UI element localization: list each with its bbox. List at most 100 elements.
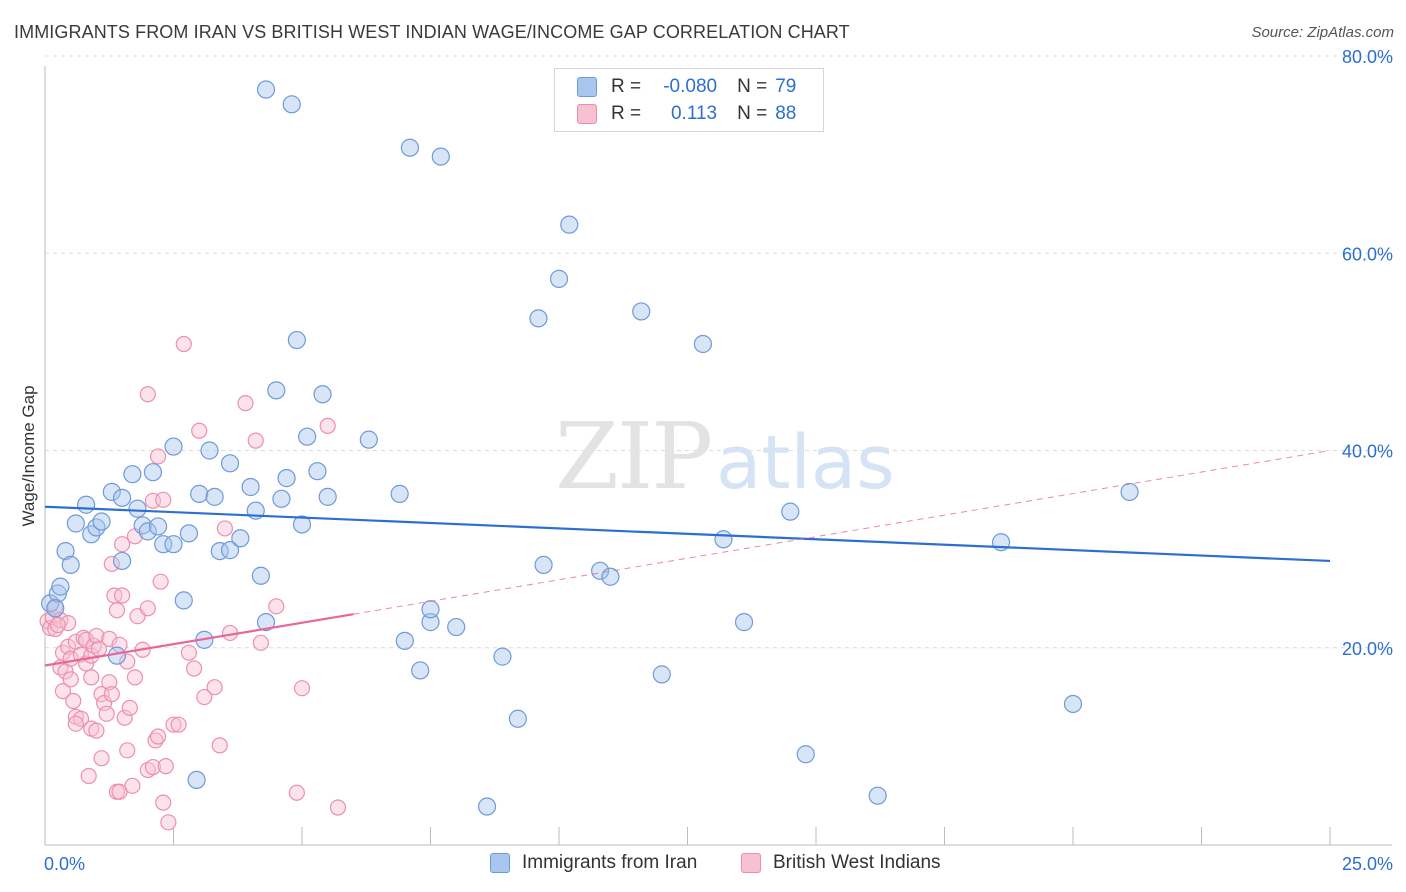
data-point	[133, 516, 152, 535]
legend-row-bwi: R = 0.113 N = 88	[577, 101, 796, 127]
tick-labels: 20.0% 40.0% 60.0% 80.0% 0.0% 25.0%	[44, 47, 1393, 874]
legend-item-bwi[interactable]: British West Indians	[741, 852, 941, 874]
data-point	[220, 454, 240, 473]
source-label: Source: ZipAtlas.com	[1251, 24, 1394, 41]
legend-r-value: 0.113	[670, 103, 718, 124]
watermark-zip: ZIP	[555, 403, 711, 510]
data-point	[80, 767, 97, 785]
series-immigrants-from-iran	[41, 80, 1139, 816]
data-point	[112, 551, 132, 571]
legend-swatch-blue	[490, 853, 510, 873]
data-point	[123, 465, 142, 484]
data-point	[48, 584, 67, 603]
data-point	[272, 489, 291, 508]
data-point	[693, 334, 713, 354]
data-point	[56, 541, 75, 561]
data-point	[256, 613, 276, 632]
data-point	[155, 794, 172, 811]
legend-swatch-pink	[577, 104, 597, 124]
data-point	[119, 653, 136, 670]
watermark-atlas: atlas	[716, 420, 895, 506]
data-point	[92, 512, 111, 531]
legend-series-name: Immigrants from Iran	[522, 852, 698, 873]
data-point	[139, 386, 156, 403]
data-point	[200, 441, 219, 460]
legend-r-label: R =	[611, 103, 642, 124]
data-point	[293, 680, 311, 697]
data-point	[103, 686, 120, 703]
data-point	[652, 665, 671, 684]
data-point	[149, 728, 167, 745]
data-point	[103, 555, 120, 573]
data-point	[154, 535, 173, 554]
data-point	[1120, 482, 1139, 502]
data-point	[237, 395, 254, 412]
data-point	[308, 462, 327, 481]
data-point	[190, 484, 209, 503]
data-point	[591, 561, 610, 580]
data-point	[268, 598, 285, 615]
data-point	[560, 215, 579, 234]
data-point	[49, 616, 66, 634]
data-point	[165, 716, 182, 733]
data-point	[277, 469, 296, 488]
data-point	[241, 477, 260, 497]
data-point	[601, 567, 620, 586]
data-point	[534, 555, 553, 575]
data-point	[287, 330, 306, 350]
data-point	[292, 515, 312, 534]
data-point	[231, 529, 250, 548]
data-point	[155, 491, 172, 508]
gridlines	[45, 55, 1392, 649]
legend-item-iran[interactable]: Immigrants from Iran	[490, 852, 697, 874]
data-point	[298, 427, 317, 446]
data-point	[67, 715, 84, 732]
data-point	[421, 613, 440, 632]
data-point	[267, 381, 286, 400]
data-point	[60, 614, 77, 632]
data-point	[211, 737, 228, 754]
data-point	[51, 577, 70, 596]
data-point	[113, 587, 131, 604]
data-point	[180, 644, 198, 661]
y-tick-label: 20.0%	[1342, 639, 1393, 659]
data-point	[216, 520, 233, 537]
stats-legend: R = -0.080 N = 79 R = 0.113 N = 88	[554, 68, 824, 132]
data-point	[98, 705, 115, 722]
data-point	[796, 745, 815, 764]
data-point	[329, 799, 347, 816]
data-point	[714, 530, 733, 549]
data-point	[781, 502, 800, 521]
legend-swatch-blue	[577, 77, 597, 97]
data-point	[61, 555, 80, 575]
data-point	[549, 269, 569, 288]
data-point	[152, 573, 169, 590]
legend-series-name: British West Indians	[773, 852, 941, 873]
data-point	[87, 518, 106, 537]
data-point	[83, 669, 100, 686]
data-point	[400, 138, 420, 157]
trend-line-iran	[44, 505, 1331, 563]
data-point	[116, 709, 133, 726]
data-point	[128, 499, 147, 518]
data-point	[65, 692, 82, 710]
x-tick-label: 25.0%	[1342, 854, 1393, 874]
data-point	[149, 448, 167, 465]
data-point	[121, 699, 138, 717]
data-point	[529, 309, 548, 328]
data-point	[431, 147, 450, 166]
data-point	[395, 631, 414, 650]
data-point	[85, 637, 102, 654]
data-point	[138, 522, 157, 541]
trend-line-bwi-extension	[353, 450, 1331, 615]
data-point	[477, 797, 497, 816]
data-point	[164, 437, 183, 456]
data-point	[101, 630, 118, 647]
data-point	[282, 95, 301, 114]
chart-title: IMMIGRANTS FROM IRAN VS BRITISH WEST IND…	[14, 22, 850, 42]
data-point	[54, 683, 72, 700]
data-point	[139, 761, 156, 779]
data-point	[206, 679, 223, 696]
data-point	[157, 757, 174, 775]
